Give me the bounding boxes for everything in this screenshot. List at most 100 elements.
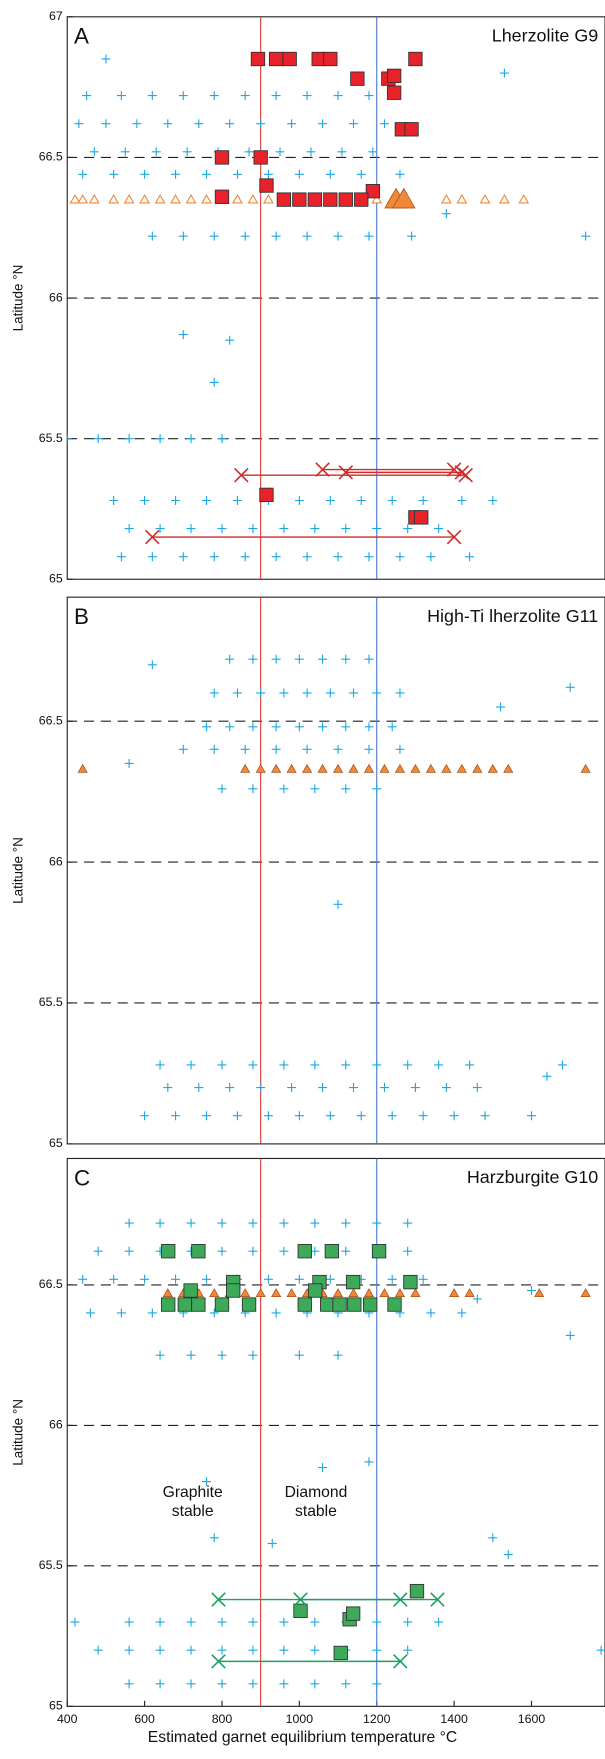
cross-point	[155, 434, 165, 444]
cross-point	[407, 231, 417, 241]
annotation: stable	[172, 1503, 214, 1520]
triangle-point	[449, 1288, 460, 1298]
cross-point	[341, 524, 351, 534]
triangle-point	[379, 763, 390, 773]
cross-point	[209, 91, 219, 101]
cross-point	[209, 1533, 219, 1543]
cross-point	[263, 1111, 273, 1121]
plot-area	[67, 16, 591, 580]
cross-point	[565, 1330, 575, 1340]
cross-point	[271, 231, 281, 241]
cross-point	[341, 1246, 351, 1256]
x-point	[211, 1654, 226, 1669]
cross-point	[78, 169, 88, 179]
square-point	[350, 71, 365, 86]
cross-point	[426, 552, 436, 562]
cross-point	[349, 1083, 359, 1093]
cross-point	[140, 1111, 150, 1121]
cross-point	[248, 1617, 258, 1627]
square-point	[250, 51, 266, 67]
square-point	[404, 122, 419, 137]
square-point	[292, 192, 307, 207]
cross-point	[364, 744, 374, 754]
square-point	[386, 68, 402, 84]
triangle-point	[332, 763, 344, 773]
square-point	[226, 1283, 241, 1298]
triangle-point	[139, 193, 151, 204]
triangle-point	[371, 193, 383, 204]
cross-point	[542, 1071, 552, 1081]
cross-point	[124, 1218, 134, 1228]
triangle-point	[580, 1288, 591, 1298]
cross-point	[403, 1060, 413, 1070]
cross-point	[232, 1111, 242, 1121]
cross-point	[209, 377, 219, 387]
cross-point	[310, 784, 320, 794]
y-tick-label: 65	[49, 1136, 63, 1150]
cross-point	[279, 688, 289, 698]
cross-point	[217, 524, 227, 534]
cross-point	[364, 654, 374, 664]
square-point	[323, 51, 338, 67]
cross-point	[74, 119, 84, 129]
cross-point	[132, 119, 142, 129]
cross-point	[209, 1308, 219, 1318]
square-point	[347, 1297, 362, 1312]
cross-point	[232, 688, 242, 698]
cross-point	[217, 784, 227, 794]
cross-point	[279, 1617, 289, 1627]
cross-point	[364, 91, 374, 101]
cross-point	[248, 784, 258, 794]
cross-point	[147, 552, 157, 562]
square-point	[282, 51, 297, 67]
x-tick-label: 1000	[286, 1712, 314, 1726]
cross-point	[565, 682, 575, 692]
triangle-point	[262, 193, 274, 204]
x-tick-label: 1200	[363, 1712, 391, 1726]
square-point	[241, 1297, 257, 1312]
cross-point	[364, 722, 374, 732]
cross-point	[263, 169, 273, 179]
cross-point	[232, 169, 242, 179]
cross-point	[248, 524, 258, 534]
square-point	[191, 1297, 206, 1312]
cross-point	[434, 1060, 444, 1070]
cross-point	[85, 1308, 95, 1318]
square-point	[320, 1297, 335, 1312]
square-point	[307, 192, 323, 207]
square-point	[161, 1297, 176, 1312]
cross-point	[101, 119, 111, 129]
cross-point	[318, 1463, 328, 1473]
cross-point	[488, 1533, 498, 1543]
triangle-point	[441, 763, 452, 773]
cross-point	[372, 1060, 382, 1070]
cross-point	[263, 1274, 273, 1284]
cross-point	[267, 1538, 277, 1548]
triangle-point	[534, 1288, 545, 1298]
cross-point	[387, 496, 397, 505]
cross-point	[333, 899, 343, 909]
triangle-point	[240, 1288, 251, 1298]
cross-point	[178, 744, 188, 754]
x-point	[211, 1592, 226, 1607]
cross-point	[333, 552, 343, 562]
cross-point	[217, 1617, 227, 1627]
cross-point	[472, 1294, 482, 1304]
square-point	[354, 192, 369, 207]
square-point	[387, 1297, 402, 1312]
cross-point	[294, 496, 304, 505]
cross-point	[186, 1679, 196, 1689]
cross-point	[434, 1617, 444, 1627]
y-tick-label: 65	[49, 1699, 63, 1713]
cross-point	[527, 1286, 536, 1296]
x-point	[454, 465, 470, 480]
triangle-point	[472, 763, 483, 773]
square-point	[324, 1244, 340, 1259]
triangle-point	[487, 763, 498, 773]
cross-point	[310, 1617, 320, 1627]
y-tick-label: 66	[49, 290, 63, 304]
cross-point	[155, 1645, 165, 1655]
cross-point	[93, 434, 103, 444]
cross-point	[124, 1679, 134, 1689]
cross-point	[155, 1679, 165, 1689]
